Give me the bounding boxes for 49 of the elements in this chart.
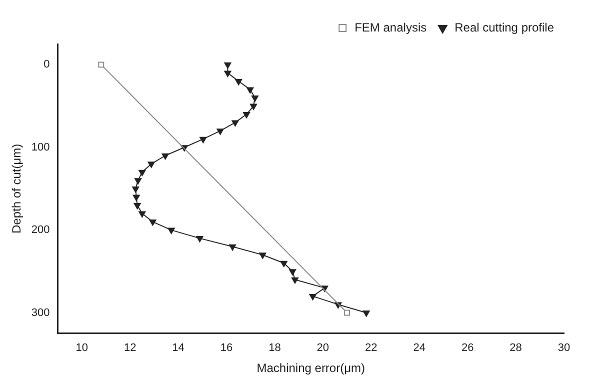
- point: [132, 194, 140, 201]
- x-tick-label: 30: [558, 342, 570, 354]
- y-tick-label: 100: [31, 141, 50, 154]
- point: [138, 211, 146, 218]
- x-tick-label: 22: [365, 342, 378, 354]
- point: [344, 310, 350, 316]
- x-tick-label: 26: [461, 342, 474, 354]
- point: [149, 220, 156, 226]
- x-tick-label: 16: [220, 342, 233, 354]
- point: [134, 202, 141, 210]
- x-axis-title: Machining error(μm): [256, 361, 366, 376]
- point: [246, 87, 254, 94]
- legend-label: FEM analysis: [354, 20, 427, 34]
- x-tick-label: 28: [510, 342, 522, 354]
- point: [200, 136, 207, 144]
- point: [134, 178, 142, 184]
- point: [162, 153, 169, 160]
- x-tick-label: 12: [124, 342, 136, 354]
- point: [251, 95, 258, 102]
- y-tick-label: 0: [44, 58, 50, 71]
- point: [148, 162, 155, 168]
- point: [291, 277, 298, 284]
- point: [196, 236, 204, 242]
- point: [224, 70, 232, 77]
- x-tick-label: 18: [268, 342, 281, 354]
- point: [229, 244, 236, 251]
- point: [235, 78, 242, 86]
- point: [259, 252, 266, 259]
- point: [216, 128, 224, 135]
- y-tick-label: 200: [31, 224, 50, 236]
- point: [138, 170, 146, 176]
- point: [309, 294, 316, 300]
- point: [242, 112, 250, 118]
- point: [98, 62, 104, 68]
- point: [362, 310, 370, 317]
- point: [232, 120, 239, 127]
- point: [289, 269, 296, 276]
- point: [280, 260, 288, 268]
- legend-label: Real cutting profile: [454, 20, 554, 34]
- y-tick-label: 300: [31, 306, 50, 319]
- point: [132, 186, 140, 193]
- x-tick-label: 10: [76, 342, 88, 354]
- x-tick-label: 20: [316, 342, 330, 354]
- y-axis-title: Depth of cut(μm): [10, 144, 24, 234]
- point: [250, 104, 258, 110]
- x-tick-label: 14: [172, 342, 184, 354]
- x-tick-label: 24: [413, 342, 426, 354]
- point: [168, 228, 175, 234]
- point: [224, 62, 232, 69]
